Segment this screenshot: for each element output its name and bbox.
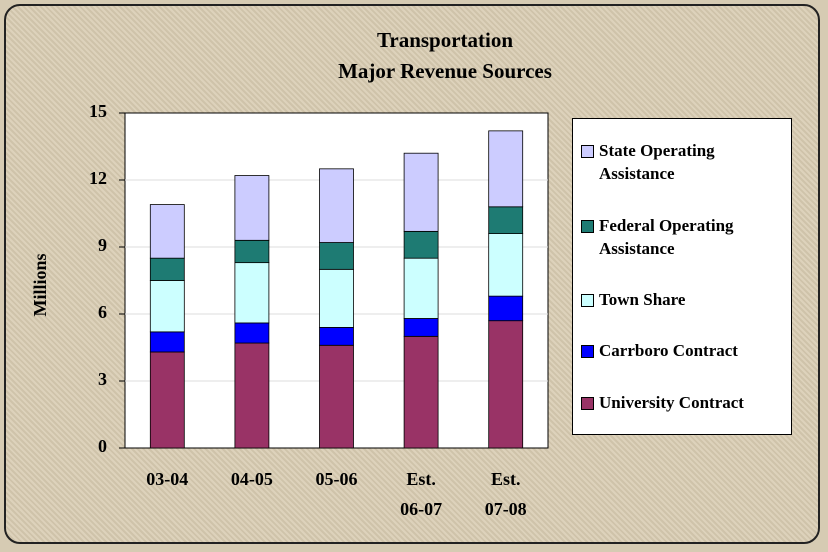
bar-segment [319, 168, 354, 243]
legend-label: State Operating Assistance [599, 141, 715, 184]
bar-segment [403, 257, 439, 319]
bar-segment [149, 351, 185, 449]
y-axis-label: Millions [30, 253, 50, 316]
bar-segment [149, 204, 185, 259]
x-tick-label: 03-04 [146, 469, 188, 489]
bar-segment [234, 322, 270, 344]
y-tick-label: 12 [89, 168, 107, 188]
bar-segment [403, 230, 439, 259]
legend-item: Federal Operating Assistance [581, 214, 785, 260]
legend-swatch [581, 145, 594, 159]
bar-segment [149, 331, 185, 353]
y-tick-label: 15 [89, 101, 107, 121]
bar-segment [234, 342, 270, 449]
bar-segment [403, 318, 439, 337]
x-tick-label: Est. 06-07 [400, 469, 442, 519]
x-tick-label: 04-05 [231, 469, 273, 489]
x-tick-label: Est. 07-08 [485, 469, 527, 519]
y-tick-label: 9 [98, 235, 107, 255]
legend-item: Town Share [581, 288, 785, 311]
legend: State Operating Assistance Federal Operat… [572, 118, 792, 435]
chart-subtitle: Major Revenue Sources [338, 59, 552, 83]
bar-segment [488, 206, 524, 235]
x-tick-label: 05-06 [316, 469, 358, 489]
legend-swatch [581, 345, 594, 359]
bar-segment [488, 233, 524, 297]
legend-swatch [581, 219, 594, 233]
bar-segment [319, 344, 354, 449]
bar-segment [319, 268, 354, 328]
legend-label: Federal Operating Assistance [599, 215, 734, 258]
y-tick-label: 6 [98, 302, 107, 322]
y-tick-label: 0 [98, 436, 107, 456]
bar-segment [319, 242, 354, 270]
bar-segment [403, 152, 439, 232]
legend-item: University Contract [581, 391, 785, 414]
legend-item: Carrboro Contract [581, 339, 785, 362]
bar-segment [234, 239, 270, 264]
legend-label: University Contract [599, 392, 744, 412]
chart-title: Transportation [377, 28, 513, 52]
bar-segment [234, 175, 270, 241]
y-tick-label: 3 [98, 369, 107, 389]
bar-segment [149, 257, 185, 281]
bar-segment [488, 320, 524, 449]
bar-segment [149, 280, 185, 333]
legend-label: Town Share [599, 289, 686, 309]
bar-segment [403, 335, 439, 449]
legend-swatch [581, 396, 594, 410]
legend-label: Carrboro Contract [599, 341, 738, 361]
legend-item: State Operating Assistance [581, 139, 785, 185]
bar-segment [488, 130, 524, 208]
bar-segment [488, 295, 524, 322]
bar-segment [234, 262, 270, 324]
legend-swatch [581, 293, 594, 307]
bar-segment [319, 326, 354, 346]
